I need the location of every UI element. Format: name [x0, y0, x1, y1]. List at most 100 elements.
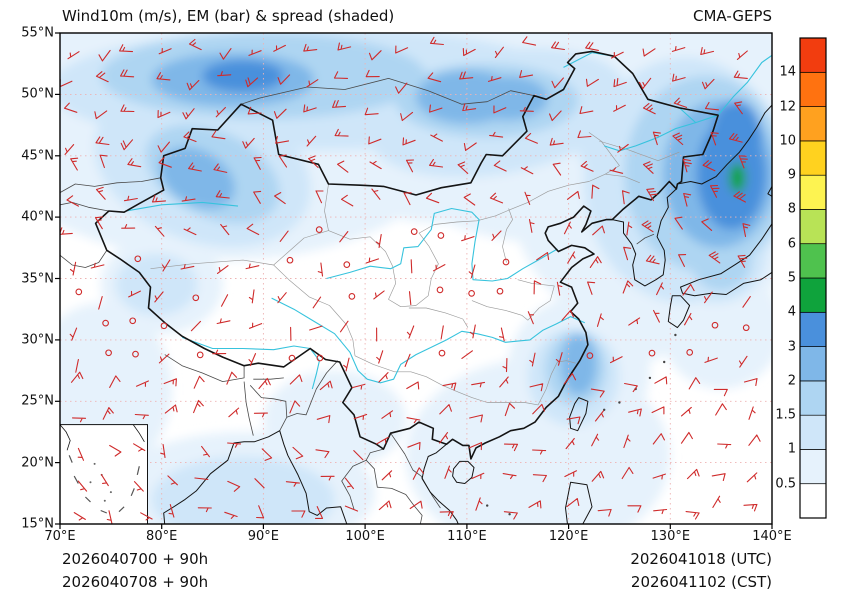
calm-circles — [75, 226, 750, 362]
tarim-river — [126, 201, 239, 212]
colorbar-segment — [799, 277, 827, 313]
colorbar-level-label: 8 — [787, 201, 796, 217]
y-tick-label: 45°N — [21, 148, 54, 164]
korea-dmz — [636, 233, 655, 245]
korea-coast — [612, 188, 677, 287]
japan-hokkaido — [767, 185, 772, 197]
barb-strokes — [60, 36, 761, 524]
y-tick-label: 35°N — [21, 271, 54, 286]
y-tick-label: 55°N — [21, 25, 54, 41]
prov-sichuan-shaanxi — [408, 307, 469, 328]
colorbar-segment — [799, 311, 827, 347]
prov-jiangxi-fujian — [537, 360, 576, 406]
prov-heilongjiang-jilin — [599, 140, 680, 162]
kazakh-border-2 — [60, 202, 109, 212]
brahmaputra-river — [181, 336, 320, 390]
china-border — [94, 50, 719, 460]
grid-lines — [60, 33, 772, 524]
y-tick-label: 40°N — [21, 209, 54, 225]
colorbar-segment — [799, 71, 827, 107]
colorbar-segment — [799, 209, 827, 245]
myanmar-thailand-border — [341, 448, 384, 510]
prov-neimeng-s — [434, 132, 620, 225]
colorbar-segment — [799, 380, 827, 416]
vietnam-coast — [421, 443, 459, 524]
x-tick-label: 130°E — [650, 529, 691, 544]
colorbar-level-label: 5 — [787, 270, 796, 286]
national-lines — [94, 50, 719, 460]
prov-jiangsu-anhui — [517, 279, 555, 321]
colorbar — [799, 37, 827, 519]
spread-shading — [60, 33, 772, 524]
bhutan-border — [253, 377, 284, 380]
x-tick-label: 140°E — [752, 529, 792, 544]
y-tick-label: 25°N — [21, 393, 54, 409]
prov-jilin-liaoning — [605, 173, 640, 184]
colorbar-segment — [799, 414, 827, 450]
inset-box — [59, 424, 148, 525]
prov-xinjiang-s — [150, 183, 329, 270]
colorbar-segment — [799, 483, 827, 519]
laos-thailand-border — [365, 459, 423, 524]
japan-kyushu — [667, 295, 691, 329]
coast-lines — [163, 104, 772, 524]
prov-hebei-shanxi — [502, 208, 513, 263]
india-myanmar-border — [286, 360, 338, 418]
x-tick-label: 70°E — [44, 529, 76, 544]
luzon — [565, 481, 593, 524]
colorbar-segment — [799, 106, 827, 142]
valid-time-utc: 2026041018 (UTC) — [630, 550, 772, 568]
init-time-cst: 2026040708 + 90h — [62, 573, 209, 591]
bangladesh-border-w — [243, 381, 254, 436]
bangladesh-border-e — [249, 385, 288, 431]
province-lines — [150, 132, 680, 406]
scs-inset — [59, 424, 148, 525]
valid-time-cst: 2026041102 (CST) — [630, 573, 772, 591]
colorbar-level-label: 1.5 — [775, 407, 796, 423]
init-time-utc: 2026040700 + 90h — [62, 550, 209, 568]
hainan — [452, 460, 475, 484]
colorbar-level-label: 0.5 — [775, 476, 796, 492]
mongolia-russia-border — [240, 78, 535, 105]
nepal-border — [164, 354, 245, 382]
colorbar-level-label: 12 — [779, 99, 796, 115]
russia-primorye-coast — [677, 104, 772, 185]
prov-qinghai-gansu — [328, 230, 417, 308]
colorbar-level-label: 10 — [779, 133, 796, 149]
colorbar-segment — [799, 37, 827, 73]
colorbar-level-label: 9 — [787, 167, 796, 183]
river-lines — [126, 52, 772, 390]
pamir-border — [60, 250, 108, 268]
x-tick-label: 110°E — [447, 529, 487, 544]
india-bengal-myanmar-coast — [163, 430, 348, 524]
colorbar-level-label: 2 — [787, 373, 796, 389]
prov-shaanxi-gansu — [415, 224, 439, 306]
colorbar-segment — [799, 449, 827, 485]
y-tick-label: 50°N — [21, 86, 54, 102]
model-label: CMA-GEPS — [693, 7, 772, 25]
chart-title: Wind10m (m/s), EM (bar) & spread (shaded… — [62, 7, 395, 25]
colorbar-level-label: 6 — [787, 236, 796, 252]
colorbar-segment — [799, 140, 827, 176]
y-tick-label: 15°N — [21, 516, 54, 532]
taiwan — [569, 397, 589, 432]
prov-hunan-guangdong — [456, 391, 539, 406]
prov-henan-hubei — [471, 300, 529, 321]
colorbar-segment — [799, 243, 827, 279]
prov-yunnan-guizhou — [354, 355, 457, 392]
prov-tibet-qinghai — [273, 264, 356, 356]
kazakh-border-1 — [60, 177, 161, 193]
colorbar-segment — [799, 346, 827, 382]
colorbar-level-label: 1 — [787, 441, 796, 457]
colorbar-segment — [799, 174, 827, 210]
y-tick-label: 20°N — [21, 455, 54, 471]
x-tick-label: 90°E — [247, 529, 280, 544]
y-tick-label: 30°N — [21, 332, 54, 348]
colorbar-level-label: 14 — [779, 64, 796, 80]
colorbar-level-label: 4 — [787, 304, 796, 320]
songhua-river — [604, 122, 696, 152]
japan-honshu — [680, 222, 772, 297]
map-frame — [55, 32, 773, 529]
geography — [60, 50, 772, 524]
